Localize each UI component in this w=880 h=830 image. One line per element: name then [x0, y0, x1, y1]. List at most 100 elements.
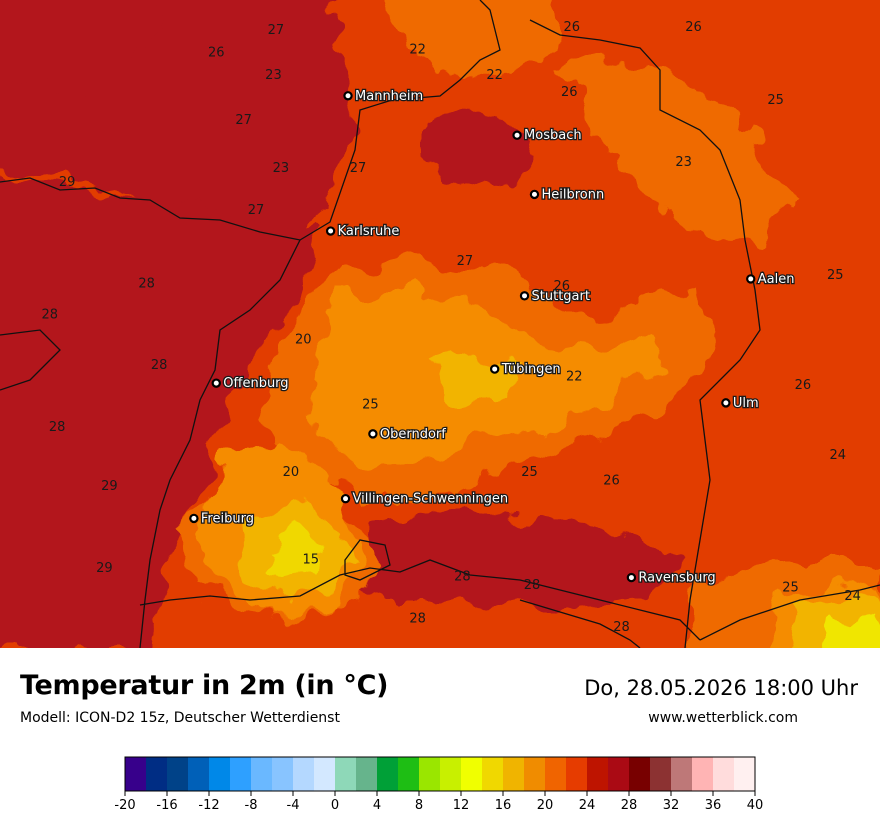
color-scale-segment — [650, 757, 672, 791]
zone-mild-northeast — [560, 60, 790, 240]
city-name: Heilbronn — [541, 187, 604, 202]
temperature-value: 26 — [561, 85, 578, 100]
zone-hot-north — [420, 110, 530, 190]
city-dot — [519, 291, 530, 301]
color-scale-tick-label: 32 — [663, 798, 680, 813]
temperature-value: 25 — [362, 398, 379, 413]
color-scale-segment — [566, 757, 588, 791]
color-scale-segment — [272, 757, 294, 791]
temperature-value: 24 — [844, 589, 861, 604]
city-name: Villingen-Schwenningen — [353, 492, 509, 507]
city-dot — [368, 429, 378, 439]
temperature-value: 27 — [268, 23, 285, 38]
temperature-map: 27 26 23 22 22 26 26 26 25 27 23 27 29 27 23 27 28 28 26 25… — [0, 0, 880, 648]
color-scale-tick-label: 36 — [705, 798, 722, 813]
temperature-value: 25 — [767, 93, 784, 108]
city-dot — [325, 226, 336, 236]
temperature-value: 26 — [795, 378, 812, 393]
city-name: Ravensburg — [638, 571, 715, 586]
color-scale-tick-label: 20 — [537, 798, 554, 813]
color-scale-segment — [188, 757, 210, 791]
temperature-value: 15 — [302, 552, 319, 567]
border-bw-west — [139, 239, 301, 648]
city-marker: Karlsruhe — [325, 223, 401, 240]
temperature-value: 26 — [554, 279, 571, 294]
temperature-value: 26 — [603, 474, 620, 489]
color-scale-tick-label: 24 — [579, 798, 596, 813]
color-scale-tick-label: 4 — [373, 798, 381, 813]
temperature-value: 28 — [454, 569, 471, 584]
city-name: Offenburg — [223, 376, 288, 391]
color-scale-tick-label: -4 — [287, 798, 300, 813]
city-dot — [343, 91, 353, 101]
city-dot — [529, 189, 540, 200]
color-scale-segment — [587, 757, 609, 791]
temperature-value: 29 — [59, 175, 76, 190]
city-dot — [746, 274, 756, 284]
zone-chill-feldberg — [262, 528, 325, 583]
city-name: Ulm — [733, 396, 759, 411]
color-scale-segment — [671, 757, 693, 791]
temperature-value: 22 — [409, 43, 426, 58]
city-dot — [721, 398, 731, 408]
city-dot — [340, 493, 351, 504]
color-scale-segment — [209, 757, 231, 791]
city-marker: Mosbach — [512, 127, 583, 145]
city-name: Karlsruhe — [338, 224, 400, 239]
color-scale-tick-label: -12 — [198, 798, 219, 813]
temperature-value: 20 — [283, 465, 300, 480]
color-scale-segment — [503, 757, 525, 791]
model-source: Modell: ICON-D2 15z, Deutscher Wetterdie… — [20, 710, 340, 726]
color-scale-segment — [545, 757, 567, 791]
city-name: Stuttgart — [532, 289, 590, 304]
color-scale-segment — [251, 757, 273, 791]
city-name: Oberndorf — [380, 427, 446, 442]
color-scale: -20 -16 -12 -8 -4 0 4 8 12 16 20 24 28 32 36 40 — [114, 756, 763, 813]
temperature-value: 27 — [235, 113, 252, 128]
temperature-value: 20 — [295, 333, 312, 348]
city-marker: Ulm — [721, 395, 760, 412]
temperature-value: 26 — [208, 45, 225, 60]
temperature-value: 29 — [96, 561, 113, 576]
temperature-value: 28 — [41, 307, 58, 322]
city-marker: Stuttgart — [519, 288, 591, 305]
temperature-value: 28 — [409, 612, 426, 627]
website-link[interactable]: www.wetterblick.com — [648, 710, 798, 726]
color-scale-segment — [608, 757, 630, 791]
border-austria — [699, 584, 880, 641]
city-name: Mosbach — [524, 128, 582, 143]
color-scale-segment — [524, 757, 546, 791]
temperature-value: 27 — [350, 161, 367, 176]
color-scale-tick-label: -20 — [114, 798, 135, 813]
zone-chill-alps — [822, 612, 880, 648]
color-scale-segment — [713, 757, 735, 791]
city-marker: Aalen — [746, 271, 796, 288]
city-dot — [211, 378, 221, 388]
border-france — [0, 329, 61, 391]
temperature-value: 28 — [138, 276, 155, 291]
color-scale-frame — [124, 756, 756, 792]
color-scale-segment — [482, 757, 504, 791]
temperature-value: 28 — [151, 358, 168, 373]
temperature-value: 22 — [486, 68, 503, 83]
color-scale-segment — [146, 757, 168, 791]
temperature-value: 25 — [827, 268, 844, 283]
state-borders — [0, 0, 880, 648]
color-scale-tick-label: 12 — [453, 798, 470, 813]
zone-cold-jura — [430, 350, 520, 400]
color-scale-bar: -20 -16 -12 -8 -4 0 4 8 12 16 20 24 28 32 36 40 — [114, 756, 763, 813]
temperature-value: 24 — [829, 448, 846, 463]
temperature-value: 25 — [782, 581, 799, 596]
color-scale-segment — [356, 757, 378, 791]
temperature-value: 22 — [566, 369, 583, 384]
map-title: Temperatur in 2m (in °C) — [20, 670, 389, 701]
temperature-value: 27 — [248, 203, 265, 218]
city-name: Mannheim — [355, 89, 423, 104]
city-dot — [489, 364, 500, 374]
zone-mild-north — [386, 0, 560, 80]
color-scale-segment — [629, 757, 651, 791]
color-scale-segment — [419, 757, 441, 791]
temperature-value: 26 — [685, 20, 702, 35]
color-scale-tick-label: 0 — [331, 798, 339, 813]
color-scale-segment — [734, 757, 756, 791]
